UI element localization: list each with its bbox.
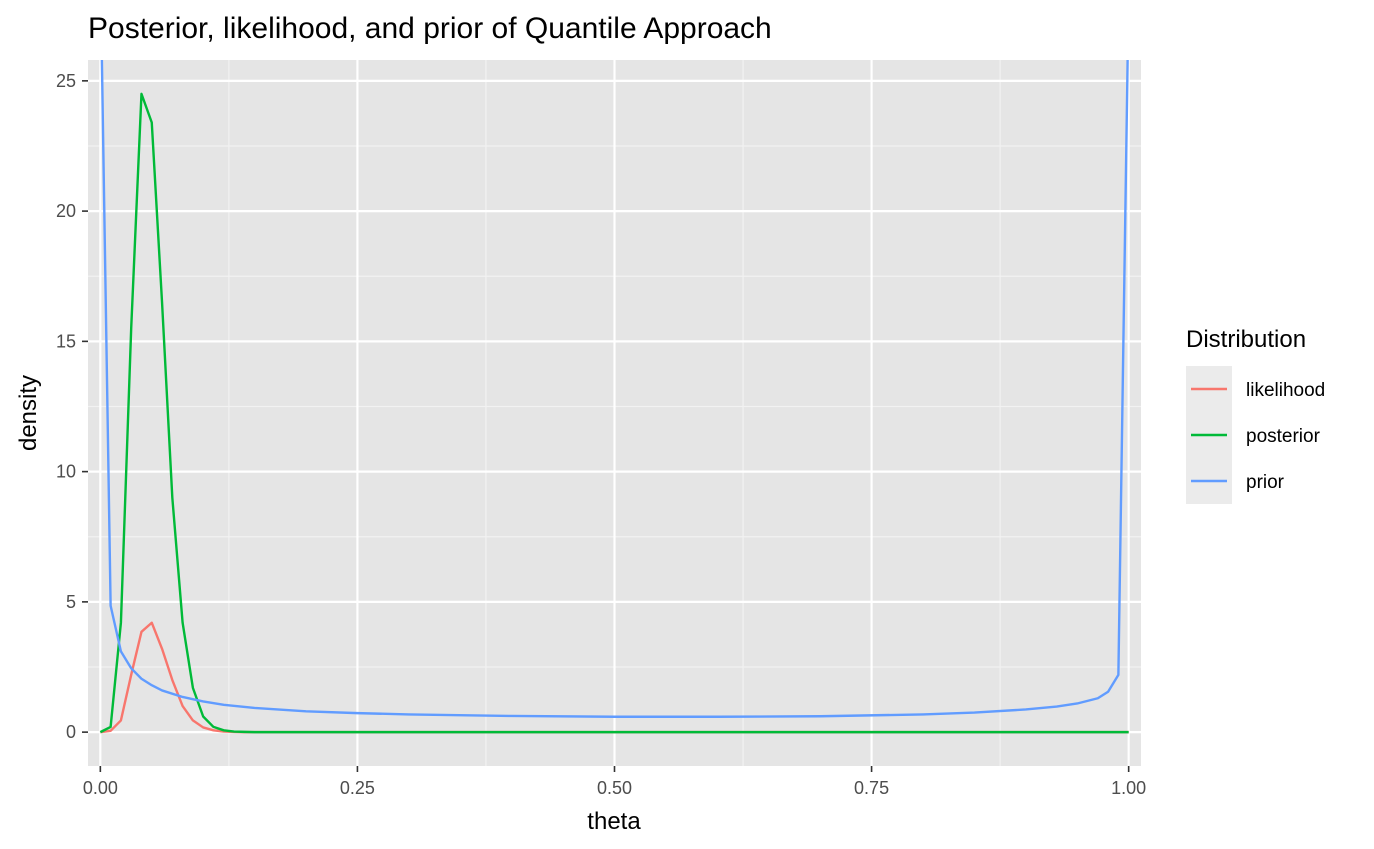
x-tick-label: 0.25	[340, 778, 375, 798]
y-axis-title: density	[15, 375, 42, 451]
x-tick-label: 0.00	[83, 778, 118, 798]
legend-keys: likelihood posterior prior	[1186, 366, 1325, 504]
y-tick-label: 20	[56, 201, 76, 221]
x-tick-label: 1.00	[1111, 778, 1146, 798]
y-tick-label: 25	[56, 71, 76, 91]
y-tick-label: 0	[66, 722, 76, 742]
x-tick-label: 0.75	[854, 778, 889, 798]
y-tick-label: 15	[56, 331, 76, 351]
x-axis: 0.00 0.25 0.50 0.75 1.00	[83, 766, 1146, 798]
x-axis-title: theta	[587, 808, 641, 835]
legend-title: Distribution	[1186, 326, 1306, 353]
y-tick-label: 10	[56, 462, 76, 482]
x-tick-label: 0.50	[597, 778, 632, 798]
y-axis: 0 5 10 15 20 25	[56, 71, 88, 742]
series-layer	[99, 60, 1129, 734]
legend-label: likelihood	[1246, 380, 1325, 401]
legend-label: prior	[1246, 472, 1285, 493]
chart-title: Posterior, likelihood, and prior of Quan…	[88, 12, 772, 45]
legend-label: posterior	[1246, 426, 1321, 447]
legend: Distribution likelihood posterior prior	[1186, 326, 1325, 504]
series-line-prior	[100, 60, 1129, 718]
y-tick-label: 5	[66, 592, 76, 612]
series-line-posterior	[99, 92, 1129, 734]
